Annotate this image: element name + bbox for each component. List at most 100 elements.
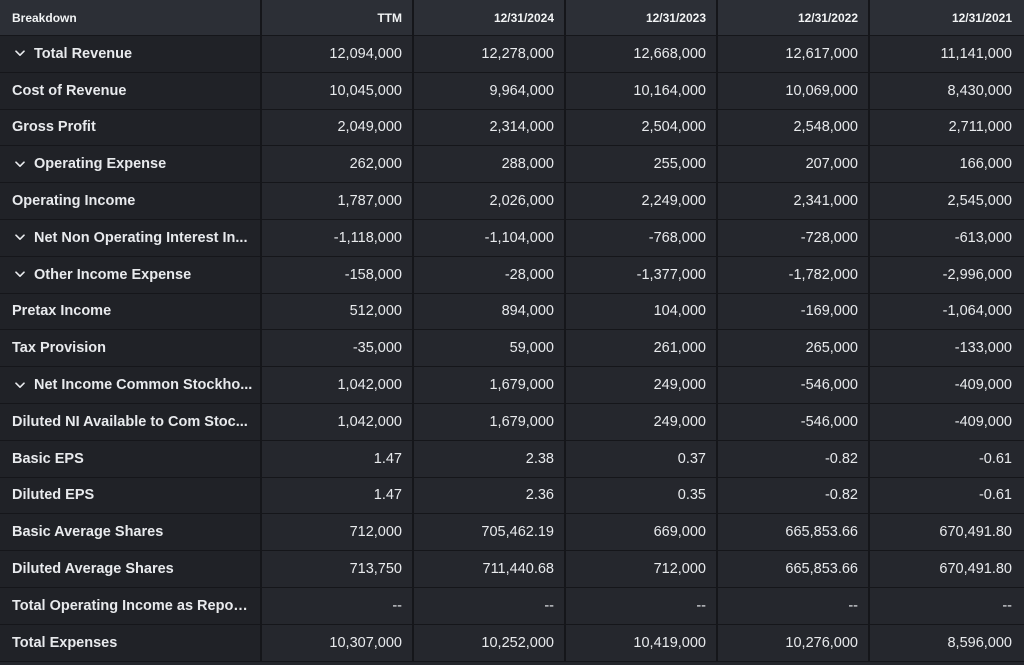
value-2022: -546,000 (718, 403, 870, 440)
row-label-cell[interactable]: Operating Expense (0, 146, 262, 183)
value-2022: -0.82 (718, 477, 870, 514)
row-label: Net Non Operating Interest In... (34, 229, 248, 246)
row-label-cell: Tax Provision (0, 330, 262, 367)
value-2023: -1,377,000 (566, 256, 718, 293)
value-2022: 10,276,000 (718, 624, 870, 661)
value-2024: 705,462.19 (414, 514, 566, 551)
value-2021: 670,491.80 (870, 514, 1024, 551)
row-label: Cost of Revenue (12, 82, 127, 99)
value-ttm: -35,000 (262, 330, 414, 367)
value-2021: -1,064,000 (870, 293, 1024, 330)
table-row: Tax Provision -35,000 59,000 261,000 265,000… (0, 330, 1024, 368)
value-2023: 10,164,000 (566, 72, 718, 109)
row-label-cell[interactable]: Other Income Expense (0, 256, 262, 293)
table-row[interactable]: Net Non Operating Interest In... -1,118,0… (0, 219, 1024, 257)
chevron-down-icon[interactable] (15, 381, 29, 389)
row-label-cell: Pretax Income (0, 293, 262, 330)
table-row: Total Expenses 10,307,000 10,252,000 10,419… (0, 624, 1024, 662)
chevron-down-icon[interactable] (15, 234, 29, 241)
table-row: Basic Average Shares 712,000 705,462.19 669… (0, 514, 1024, 552)
row-label: Other Income Expense (34, 266, 192, 283)
value-2021: -133,000 (870, 330, 1024, 367)
value-2023: 669,000 (566, 514, 718, 551)
value-2023: 261,000 (566, 330, 718, 367)
value-ttm: 1.47 (262, 440, 414, 477)
row-label: Pretax Income (12, 303, 112, 320)
row-label-cell: Total Operating Income as Repor... (0, 587, 262, 624)
table-row: Pretax Income 512,000 894,000 104,000 -169,0… (0, 293, 1024, 331)
row-label: Basic EPS (12, 450, 84, 467)
table-body: Total Revenue 12,094,000 12,278,000 12,668,… (0, 36, 1024, 662)
value-2021: -- (870, 587, 1024, 624)
value-2021: -0.61 (870, 477, 1024, 514)
value-2024: 10,252,000 (414, 624, 566, 661)
value-2024: 2,026,000 (414, 183, 566, 219)
value-2021: -409,000 (870, 403, 1024, 440)
row-label: Tax Provision (12, 340, 107, 357)
value-ttm: 2,049,000 (262, 109, 414, 146)
row-label-cell: Diluted NI Available to Com Stoc... (0, 403, 262, 440)
value-2021: 8,430,000 (870, 72, 1024, 109)
row-label: Basic Average Shares (12, 524, 164, 541)
value-2021: 8,596,000 (870, 624, 1024, 661)
table-row[interactable]: Total Revenue 12,094,000 12,278,000 12,668,… (0, 36, 1024, 73)
row-label: Total Expenses (12, 634, 118, 651)
value-2024: -1,104,000 (414, 219, 566, 256)
row-label-cell: Basic Average Shares (0, 514, 262, 551)
table-header: Breakdown TTM 12/31/2024 12/31/2023 12/3… (0, 0, 1024, 36)
value-2022: 12,617,000 (718, 36, 870, 72)
value-2023: -- (566, 587, 718, 624)
header-2022: 12/31/2022 (718, 0, 870, 35)
row-label-cell[interactable]: Net Income Common Stockho... (0, 367, 262, 403)
chevron-down-icon[interactable] (15, 161, 29, 168)
table-row: Gross Profit 2,049,000 2,314,000 2,504,000 2… (0, 109, 1024, 147)
value-2022: -169,000 (718, 293, 870, 330)
header-ttm: TTM (262, 0, 414, 35)
value-2023: 249,000 (566, 403, 718, 440)
row-label-cell[interactable]: Net Non Operating Interest In... (0, 219, 262, 256)
table-row[interactable]: Other Income Expense -158,000 -28,000 -1,37… (0, 256, 1024, 294)
value-2024: 12,278,000 (414, 36, 566, 72)
chevron-down-icon[interactable] (15, 50, 29, 57)
row-label-cell: Basic EPS (0, 440, 262, 477)
value-2023: 0.37 (566, 440, 718, 477)
value-2024: 2.38 (414, 440, 566, 477)
value-2022: -728,000 (718, 219, 870, 256)
row-label-cell: Gross Profit (0, 109, 262, 146)
value-2023: 10,419,000 (566, 624, 718, 661)
value-2022: 2,341,000 (718, 183, 870, 219)
value-2022: 665,853.66 (718, 514, 870, 551)
value-ttm: 12,094,000 (262, 36, 414, 72)
row-label-cell: Diluted Average Shares (0, 551, 262, 587)
table-row: Diluted Average Shares 713,750 711,440.68 7… (0, 551, 1024, 588)
table-row[interactable]: Operating Expense 262,000 288,000 255,000 20… (0, 146, 1024, 184)
chevron-down-icon[interactable] (15, 271, 29, 278)
table-row[interactable]: Net Income Common Stockho... 1,042,000 1,6… (0, 367, 1024, 404)
value-2024: 711,440.68 (414, 551, 566, 587)
header-breakdown: Breakdown (0, 0, 262, 35)
value-2021: 166,000 (870, 146, 1024, 183)
table-row: Operating Income 1,787,000 2,026,000 2,249,… (0, 183, 1024, 220)
value-ttm: 1,787,000 (262, 183, 414, 219)
value-2024: 9,964,000 (414, 72, 566, 109)
value-2022: -546,000 (718, 367, 870, 403)
table-row: Diluted EPS 1.47 2.36 0.35 -0.82 -0.61 (0, 477, 1024, 515)
value-2022: -0.82 (718, 440, 870, 477)
value-2022: 665,853.66 (718, 551, 870, 587)
row-label-cell[interactable]: Total Revenue (0, 36, 262, 72)
value-2024: 2,314,000 (414, 109, 566, 146)
value-ttm: 1.47 (262, 477, 414, 514)
value-2023: 12,668,000 (566, 36, 718, 72)
value-ttm: 713,750 (262, 551, 414, 587)
row-label: Diluted Average Shares (12, 561, 174, 578)
row-label-cell: Cost of Revenue (0, 72, 262, 109)
value-2022: 10,069,000 (718, 72, 870, 109)
value-2023: 2,249,000 (566, 183, 718, 219)
row-label: Operating Expense (34, 156, 167, 173)
value-2024: -28,000 (414, 256, 566, 293)
value-2024: 1,679,000 (414, 403, 566, 440)
value-2024: 2.36 (414, 477, 566, 514)
value-2023: 104,000 (566, 293, 718, 330)
value-ttm: 262,000 (262, 146, 414, 183)
row-label: Diluted NI Available to Com Stoc... (12, 413, 248, 430)
